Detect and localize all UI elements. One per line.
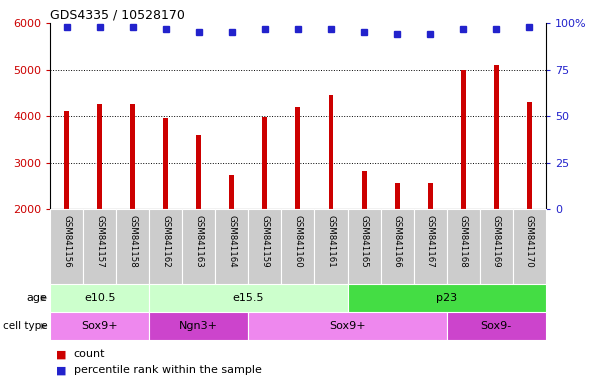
Bar <box>527 102 532 209</box>
Text: GSM841163: GSM841163 <box>194 215 204 268</box>
Bar <box>381 209 414 284</box>
Bar <box>50 284 149 312</box>
Bar <box>50 312 149 340</box>
Bar <box>230 175 234 209</box>
Bar <box>461 70 466 209</box>
Text: count: count <box>74 349 105 359</box>
Text: age: age <box>27 293 47 303</box>
Text: Sox9+: Sox9+ <box>81 321 118 331</box>
Bar <box>513 209 546 284</box>
Text: percentile rank within the sample: percentile rank within the sample <box>74 365 261 375</box>
Text: GSM841157: GSM841157 <box>95 215 104 268</box>
Bar <box>196 135 201 209</box>
Text: GSM841170: GSM841170 <box>525 215 534 268</box>
Text: cell type: cell type <box>2 321 47 331</box>
Bar <box>116 209 149 284</box>
Bar <box>447 312 546 340</box>
Text: GSM841159: GSM841159 <box>260 215 270 268</box>
Bar <box>314 209 348 284</box>
Text: GSM841167: GSM841167 <box>425 215 435 268</box>
Bar <box>414 209 447 284</box>
Bar <box>281 209 314 284</box>
Bar <box>447 209 480 284</box>
Bar <box>395 183 399 209</box>
Bar <box>494 65 499 209</box>
Text: ■: ■ <box>56 365 67 375</box>
Text: ■: ■ <box>56 349 67 359</box>
Bar <box>64 111 69 209</box>
Bar <box>149 312 248 340</box>
Text: Sox9-: Sox9- <box>481 321 512 331</box>
Bar <box>149 284 348 312</box>
Text: Sox9+: Sox9+ <box>329 321 366 331</box>
Bar <box>182 209 215 284</box>
Bar <box>149 209 182 284</box>
Text: GSM841158: GSM841158 <box>128 215 137 268</box>
Bar <box>480 209 513 284</box>
Bar <box>97 104 102 209</box>
Text: e10.5: e10.5 <box>84 293 116 303</box>
Text: GSM841164: GSM841164 <box>227 215 237 268</box>
Bar <box>329 95 333 209</box>
Text: GSM841165: GSM841165 <box>359 215 369 268</box>
Text: GSM841160: GSM841160 <box>293 215 303 268</box>
Bar <box>348 209 381 284</box>
Bar <box>83 209 116 284</box>
Text: GSM841168: GSM841168 <box>458 215 468 268</box>
Bar <box>263 117 267 209</box>
Text: GSM841161: GSM841161 <box>326 215 336 268</box>
Bar <box>296 107 300 209</box>
Bar <box>248 209 281 284</box>
Text: GDS4335 / 10528170: GDS4335 / 10528170 <box>50 9 185 22</box>
Text: GSM841162: GSM841162 <box>161 215 171 268</box>
Bar <box>362 171 366 209</box>
Text: Ngn3+: Ngn3+ <box>179 321 218 331</box>
Bar <box>348 284 546 312</box>
Text: GSM841166: GSM841166 <box>392 215 402 268</box>
Bar <box>50 209 83 284</box>
Bar <box>163 118 168 209</box>
Text: p23: p23 <box>436 293 457 303</box>
Text: GSM841156: GSM841156 <box>62 215 71 268</box>
Bar <box>428 183 432 209</box>
Text: GSM841169: GSM841169 <box>491 215 501 268</box>
Bar <box>130 104 135 209</box>
Bar <box>248 312 447 340</box>
Bar <box>215 209 248 284</box>
Text: e15.5: e15.5 <box>232 293 264 303</box>
